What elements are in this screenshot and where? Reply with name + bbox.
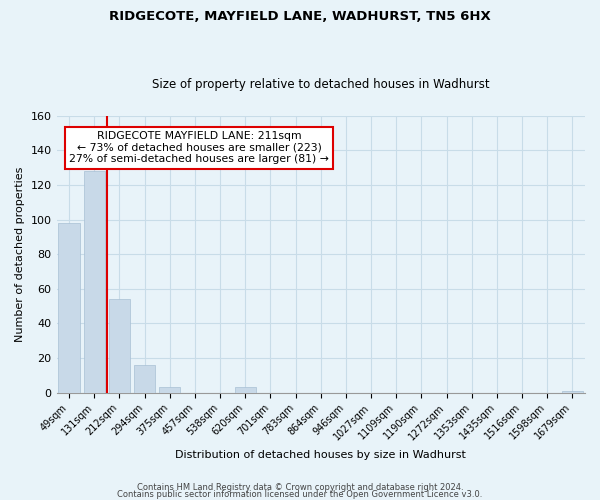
X-axis label: Distribution of detached houses by size in Wadhurst: Distribution of detached houses by size …: [175, 450, 466, 460]
Bar: [83, 171, 105, 392]
Text: RIDGECOTE, MAYFIELD LANE, WADHURST, TN5 6HX: RIDGECOTE, MAYFIELD LANE, WADHURST, TN5 …: [109, 10, 491, 23]
Title: Size of property relative to detached houses in Wadhurst: Size of property relative to detached ho…: [152, 78, 490, 91]
Bar: [159, 388, 181, 392]
Bar: [58, 223, 80, 392]
Text: Contains HM Land Registry data © Crown copyright and database right 2024.: Contains HM Land Registry data © Crown c…: [137, 484, 463, 492]
Y-axis label: Number of detached properties: Number of detached properties: [15, 166, 25, 342]
Bar: [562, 391, 583, 392]
Text: RIDGECOTE MAYFIELD LANE: 211sqm
← 73% of detached houses are smaller (223)
27% o: RIDGECOTE MAYFIELD LANE: 211sqm ← 73% of…: [69, 131, 329, 164]
Text: Contains public sector information licensed under the Open Government Licence v3: Contains public sector information licen…: [118, 490, 482, 499]
Bar: [109, 299, 130, 392]
Bar: [235, 388, 256, 392]
Bar: [134, 365, 155, 392]
